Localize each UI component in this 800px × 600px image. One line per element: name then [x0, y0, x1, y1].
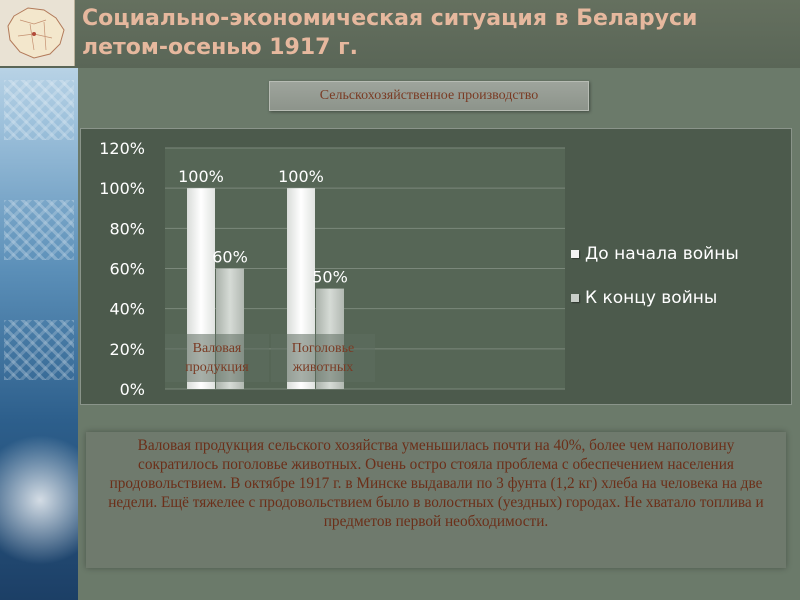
legend-item: До начала войны: [571, 232, 739, 276]
body-text: Валовая продукция сельского хозяйства ум…: [108, 437, 764, 530]
legend-item: К концу войны: [571, 276, 739, 320]
y-tick-label: 80%: [109, 219, 145, 238]
legend-label: До начала войны: [585, 244, 739, 264]
subtitle-box: Сельскохозяйственное производство: [269, 81, 589, 111]
chart-legend: До начала войны К концу войны: [571, 232, 739, 320]
data-label: 50%: [312, 268, 348, 287]
ornament-pattern: [4, 320, 74, 380]
ornament-pattern: [4, 80, 74, 140]
y-tick-label: 0%: [120, 380, 145, 399]
category-label: Поголовье животных: [291, 341, 355, 375]
ornament-pattern: [4, 200, 74, 260]
category-label: Валовая продукция: [185, 341, 249, 375]
decorative-side-strip: [0, 0, 78, 600]
legend-label: К концу войны: [585, 288, 718, 308]
data-label: 60%: [212, 248, 248, 267]
belarus-map-icon: [0, 0, 75, 66]
data-label: 100%: [178, 167, 224, 186]
chart-panel: 100% 60% 100% 50% 0% 20% 40% 60% 80% 100% 120% Ва…: [80, 128, 792, 405]
data-label: 100%: [278, 167, 324, 186]
y-tick-label: 120%: [99, 139, 145, 158]
y-tick-label: 100%: [99, 179, 145, 198]
page-title: Социально-экономическая ситуация в Белар…: [82, 6, 698, 60]
y-tick-label: 60%: [109, 260, 145, 279]
legend-swatch: [571, 294, 579, 302]
legend-swatch: [571, 250, 579, 258]
chart-subtitle: Сельскохозяйственное производство: [319, 88, 539, 103]
y-tick-label: 20%: [109, 340, 145, 359]
y-tick-label: 40%: [109, 300, 145, 319]
header-bar: Социально-экономическая ситуация в Белар…: [0, 0, 800, 68]
text-panel: Валовая продукция сельского хозяйства ум…: [86, 432, 786, 568]
category-box-livestock: Поголовье животных: [271, 334, 375, 382]
category-box-gross-output: Валовая продукция: [165, 334, 269, 382]
decorative-glow: [0, 430, 78, 570]
